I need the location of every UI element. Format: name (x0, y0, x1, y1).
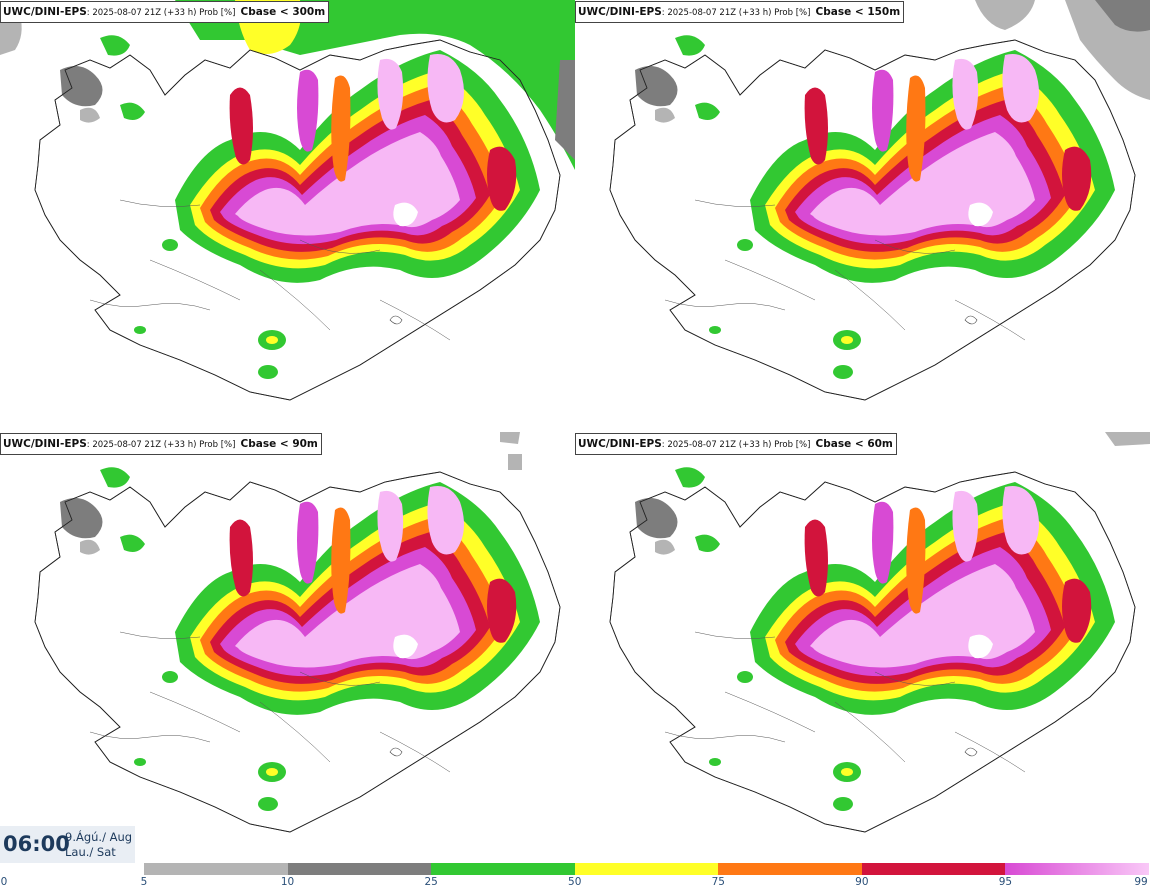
colorbar-tick-label: 0 (0, 876, 8, 888)
colorbar-tick-label: 90 (855, 876, 869, 888)
panel-title: UWC/DINI-EPS: 2025-08-07 21Z (+33 h) Pro… (0, 1, 330, 23)
valid-date-line2: Lau./ Sat (65, 845, 116, 859)
colorbar-segment (144, 863, 288, 875)
colorbar-segment (431, 863, 575, 875)
probability-map (575, 432, 1150, 864)
valid-date-line1: 9.Ágú./ Aug (65, 830, 133, 844)
colorbar-segment (861, 863, 1006, 875)
map-panel-cbase-150: UWC/DINI-EPS: 2025-08-07 21Z (+33 h) Pro… (575, 0, 1150, 432)
probability-map (0, 432, 575, 864)
colorbar-tick-label: 99 (1134, 876, 1148, 888)
colorbar-tick-label: 10 (280, 876, 295, 888)
map-panel-cbase-300: UWC/DINI-EPS: 2025-08-07 21Z (+33 h) Pro… (0, 0, 575, 432)
colorbar-tick-label: 5 (140, 876, 148, 888)
colorbar-tick-label: 50 (568, 876, 582, 888)
colorbar-segment (574, 863, 719, 875)
colorbar-segment (718, 863, 862, 875)
colorbar-tick-label: 95 (998, 876, 1013, 888)
colorbar-tick-label: 25 (424, 876, 438, 888)
panel-title: UWC/DINI-EPS: 2025-08-07 21Z (+33 h) Pro… (0, 433, 322, 455)
colorbar-segment (1005, 863, 1150, 875)
colorbar-segment (287, 863, 432, 875)
panel-title: UWC/DINI-EPS: 2025-08-07 21Z (+33 h) Pro… (575, 433, 897, 455)
colorbar-tick-label: 75 (711, 876, 725, 888)
valid-time: 06:00 (3, 832, 70, 856)
map-panel-cbase-60: UWC/DINI-EPS: 2025-08-07 21Z (+33 h) Pro… (575, 432, 1150, 864)
probability-map (0, 0, 575, 432)
valid-date: 9.Ágú./ Aug Lau./ Sat (65, 830, 132, 860)
panel-title: UWC/DINI-EPS: 2025-08-07 21Z (+33 h) Pro… (575, 1, 905, 23)
probability-map (575, 0, 1150, 432)
map-panel-cbase-90: UWC/DINI-EPS: 2025-08-07 21Z (+33 h) Pro… (0, 432, 575, 864)
probability-colorbar (144, 863, 1150, 875)
valid-time-box: 06:00 9.Ágú./ Aug Lau./ Sat (0, 826, 135, 863)
